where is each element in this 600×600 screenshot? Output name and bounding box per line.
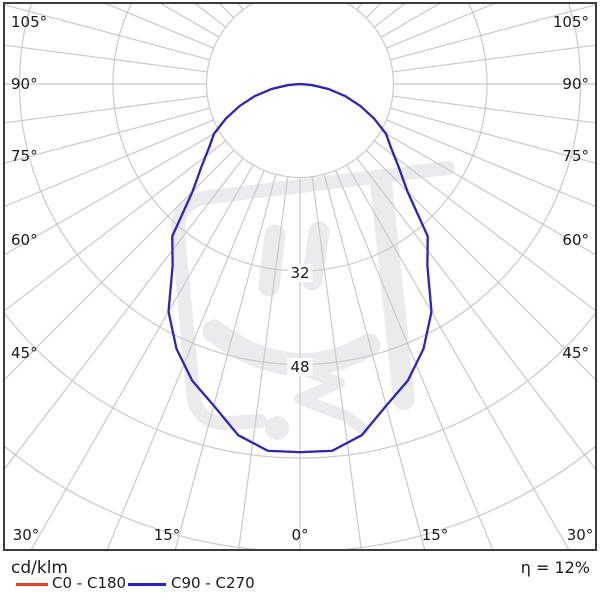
legend-swatch-c0-c180	[16, 583, 48, 586]
ring-value-label-32: 32	[287, 264, 313, 282]
angle-label-right-60: 60°	[562, 231, 589, 249]
angle-label-bottom-15l: 15°	[153, 526, 181, 544]
angle-label-left-60: 60°	[11, 231, 38, 249]
efficiency-label: η = 12%	[520, 558, 590, 577]
angle-label-right-90: 90°	[562, 75, 589, 93]
angle-label-right-45: 45°	[562, 344, 589, 362]
curve-C90-C270	[167, 82, 433, 454]
angle-label-bottom-0: 0°	[291, 526, 309, 544]
legend-swatch-c90-c270	[128, 583, 166, 586]
ring-value-label-48: 48	[287, 358, 313, 376]
angle-label-left-45: 45°	[11, 344, 38, 362]
unit-label: cd/klm	[11, 558, 68, 578]
angle-label-right-105: 105°	[552, 13, 589, 31]
legend-label-c90-c270: C90 - C270	[171, 574, 255, 592]
angle-label-left-90: 90°	[11, 75, 38, 93]
angle-label-right-75: 75°	[562, 147, 589, 165]
watermark-logo-icon	[170, 161, 455, 440]
angle-label-bottom-30l: 30°	[12, 526, 40, 544]
angle-label-bottom-30r: 30°	[566, 526, 594, 544]
intensity-curves	[167, 82, 433, 454]
legend-label-c0-c180: C0 - C180	[52, 574, 127, 592]
angle-label-left-75: 75°	[11, 147, 38, 165]
angle-label-left-105: 105°	[11, 13, 48, 31]
plot-border	[3, 2, 597, 551]
angle-label-bottom-15r: 15°	[421, 526, 449, 544]
